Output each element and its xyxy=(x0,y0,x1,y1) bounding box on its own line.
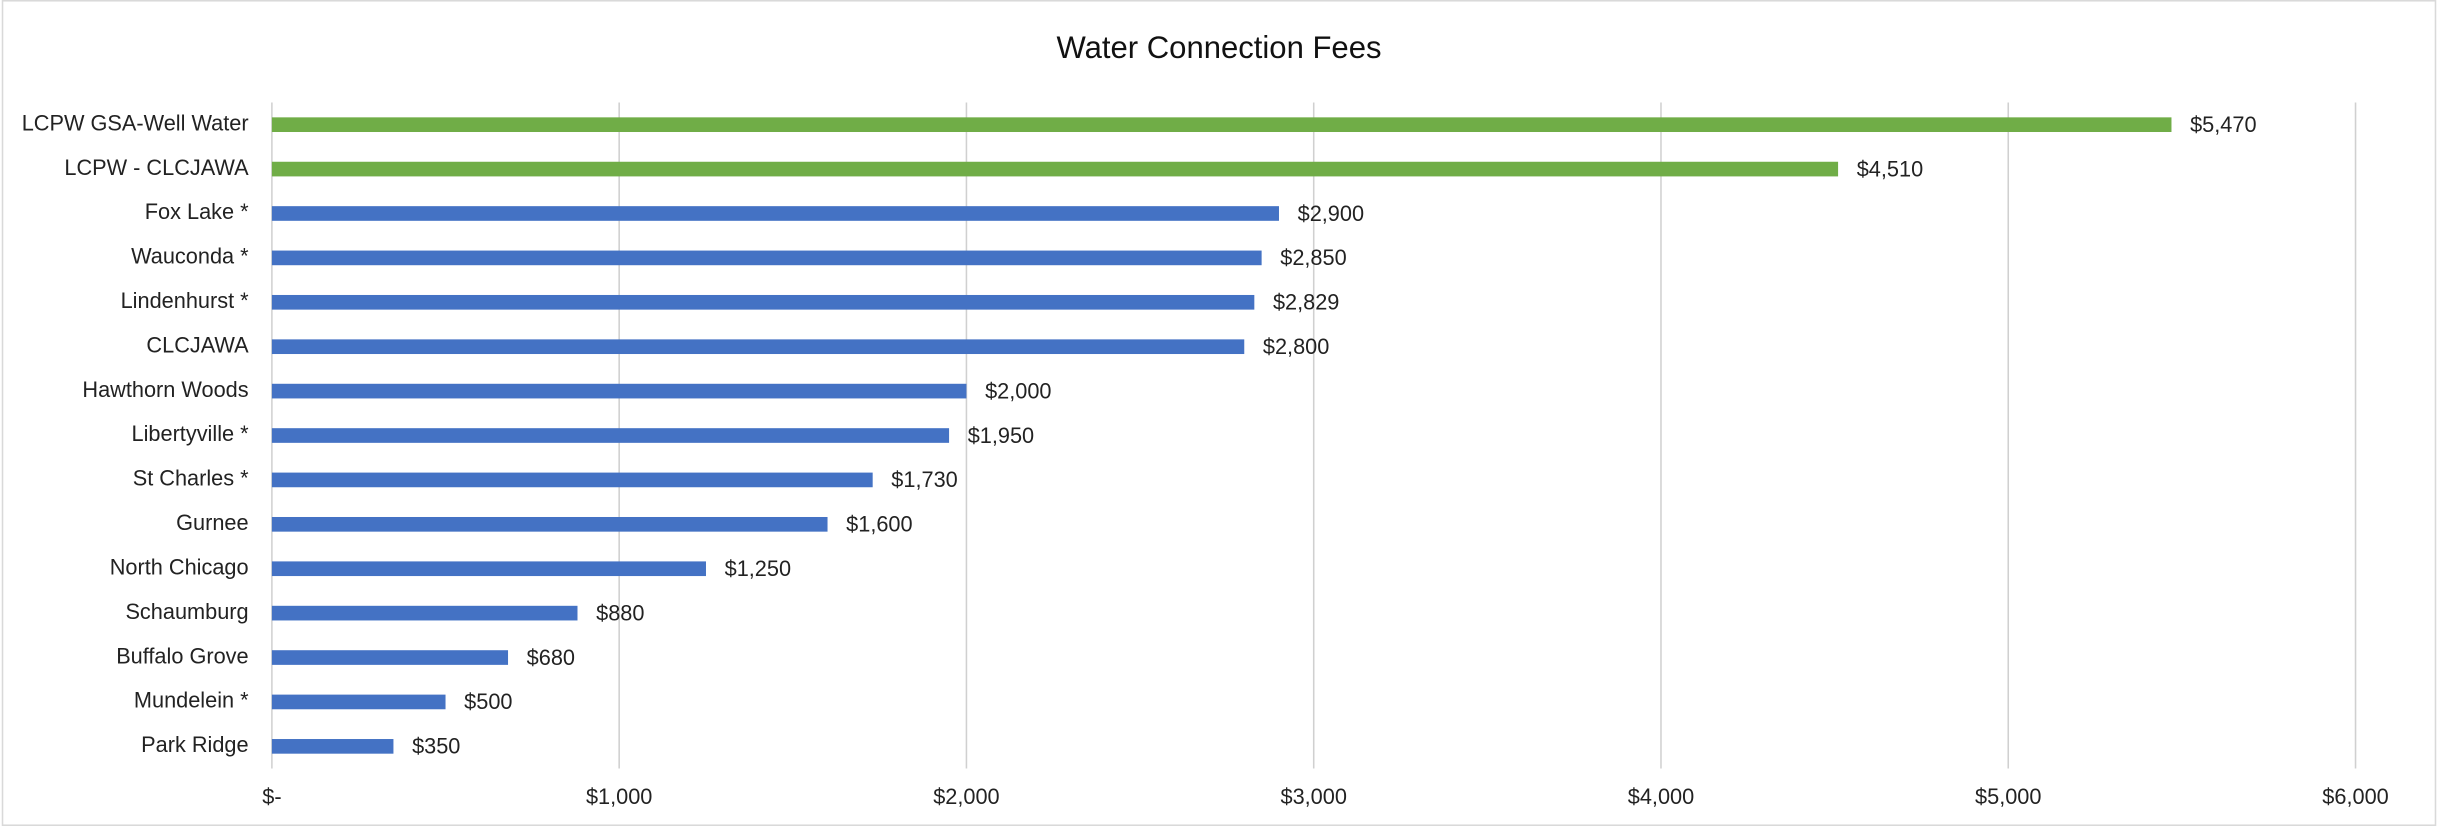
value-label: $350 xyxy=(412,734,460,759)
y-tick-label: Gurnee xyxy=(176,510,248,535)
bar xyxy=(271,472,873,488)
bar xyxy=(271,694,446,710)
bar xyxy=(271,561,706,577)
bar xyxy=(271,383,967,399)
y-tick-label: Park Ridge xyxy=(141,732,248,757)
x-tick-label: $1,000 xyxy=(586,784,652,809)
bar xyxy=(271,428,950,443)
value-label: $1,600 xyxy=(846,512,912,537)
bar xyxy=(271,206,1279,221)
value-label: $4,510 xyxy=(1857,156,1923,181)
value-label: $2,800 xyxy=(1263,334,1329,359)
y-tick-label: Buffalo Grove xyxy=(116,643,248,668)
bar xyxy=(271,605,578,621)
value-label: $5,470 xyxy=(2190,112,2256,137)
bar xyxy=(271,250,1262,266)
y-tick-label: Hawthorn Woods xyxy=(82,377,248,402)
x-tick-label: $- xyxy=(262,784,281,809)
y-tick-label: LCPW GSA-Well Water xyxy=(22,110,249,135)
value-label: $2,850 xyxy=(1280,245,1346,270)
y-tick-label: Schaumburg xyxy=(125,599,248,624)
y-tick-label: Libertyville * xyxy=(132,421,250,446)
value-label: $880 xyxy=(596,600,644,625)
y-tick-label: CLCJAWA xyxy=(146,332,249,357)
bar xyxy=(271,650,509,665)
value-label: $500 xyxy=(464,689,512,714)
x-tick-label: $4,000 xyxy=(1628,784,1694,809)
bar xyxy=(271,739,394,754)
x-tick-label: $3,000 xyxy=(1280,784,1346,809)
value-label: $1,250 xyxy=(725,556,791,581)
y-tick-label: LCPW - CLCJAWA xyxy=(64,155,249,180)
x-tick-label: $2,000 xyxy=(933,784,999,809)
y-tick-label: Fox Lake * xyxy=(145,199,249,224)
value-label: $1,730 xyxy=(891,467,957,492)
bar xyxy=(271,339,1245,355)
value-label: $2,000 xyxy=(985,378,1051,403)
x-tick-label: $6,000 xyxy=(2322,784,2388,809)
y-tick-label: Mundelein * xyxy=(134,688,249,713)
value-label: $2,900 xyxy=(1298,201,1364,226)
y-tick-label: Lindenhurst * xyxy=(121,288,250,313)
y-tick-label: Wauconda * xyxy=(131,244,249,269)
chart-title: Water Connection Fees xyxy=(1057,30,1382,65)
x-tick-label: $5,000 xyxy=(1975,784,2041,809)
y-tick-label: St Charles * xyxy=(133,466,249,491)
value-label: $1,950 xyxy=(968,423,1034,448)
value-label: $2,829 xyxy=(1273,290,1339,315)
bar xyxy=(271,161,1839,177)
value-label: $680 xyxy=(527,645,575,670)
y-tick-label: North Chicago xyxy=(110,554,249,579)
bar xyxy=(271,516,828,532)
bar xyxy=(271,117,2172,133)
bar xyxy=(271,294,1255,310)
